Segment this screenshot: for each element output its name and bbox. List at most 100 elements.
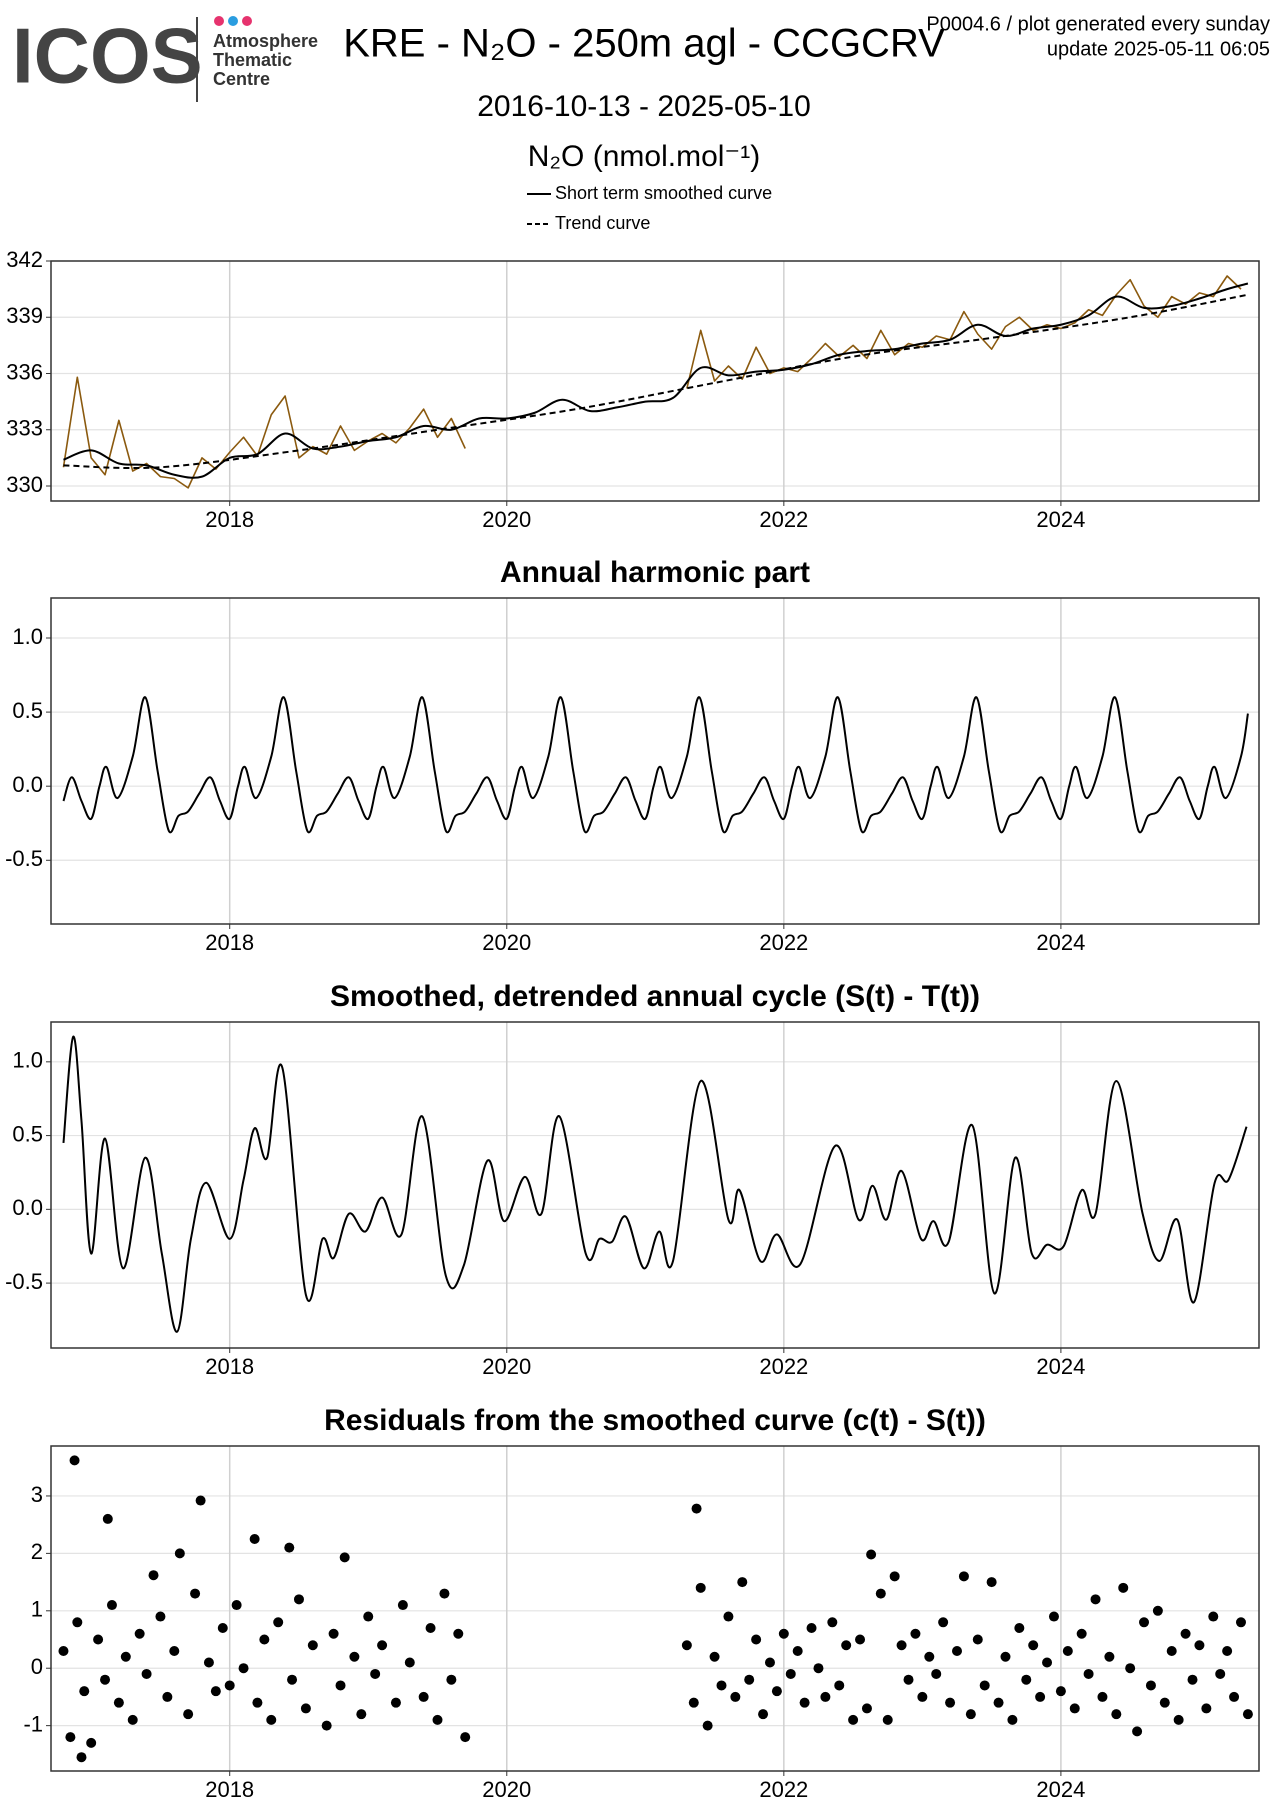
- x-tick-label: 2020: [482, 930, 531, 955]
- data-point: [58, 1645, 69, 1656]
- plot-frame: [50, 1021, 1260, 1349]
- data-point: [113, 1697, 124, 1708]
- data-point: [195, 1495, 206, 1506]
- plot-background: [51, 1022, 1259, 1348]
- x-tick-label: 2018: [205, 1777, 254, 1800]
- data-point: [1166, 1645, 1177, 1656]
- data-point: [169, 1645, 180, 1656]
- data-point: [1111, 1709, 1122, 1720]
- data-point: [827, 1617, 838, 1628]
- data-point: [460, 1732, 471, 1743]
- chart-title: Smoothed, detrended annual cycle (S(t) -…: [330, 980, 980, 1013]
- data-point: [1215, 1668, 1226, 1679]
- data-point: [1083, 1668, 1094, 1679]
- data-point: [203, 1657, 214, 1668]
- data-point: [778, 1628, 789, 1639]
- data-point: [390, 1697, 401, 1708]
- data-point: [120, 1651, 131, 1662]
- data-point: [79, 1686, 90, 1697]
- data-point: [1035, 1691, 1046, 1702]
- data-point: [938, 1617, 949, 1628]
- x-tick-label: 2022: [759, 1354, 808, 1379]
- data-point: [771, 1686, 782, 1697]
- plot-background: [51, 598, 1259, 924]
- data-point: [252, 1697, 263, 1708]
- data-point: [1118, 1582, 1129, 1593]
- data-point: [141, 1668, 152, 1679]
- data-point: [273, 1617, 284, 1628]
- data-point: [127, 1714, 138, 1725]
- data-point: [709, 1651, 720, 1662]
- data-point: [834, 1680, 845, 1691]
- data-point: [785, 1668, 796, 1679]
- data-point: [134, 1628, 145, 1639]
- data-point: [681, 1640, 692, 1651]
- x-tick-label: 2020: [482, 507, 531, 532]
- data-point: [848, 1714, 859, 1725]
- data-point: [979, 1680, 990, 1691]
- y-tick-label: -0.5: [5, 1269, 43, 1294]
- logo-dot: [242, 16, 252, 26]
- data-point: [1132, 1726, 1143, 1737]
- x-tick-label: 2020: [482, 1354, 531, 1379]
- data-point: [259, 1634, 270, 1645]
- data-point: [688, 1697, 699, 1708]
- data-point: [875, 1588, 886, 1599]
- data-point: [321, 1720, 332, 1731]
- data-point: [695, 1582, 706, 1593]
- data-point: [1222, 1645, 1233, 1656]
- data-point: [356, 1709, 367, 1720]
- data-point: [1062, 1645, 1073, 1656]
- data-point: [148, 1570, 159, 1581]
- data-point: [100, 1674, 111, 1685]
- data-point: [183, 1709, 194, 1720]
- legend-label: Trend curve: [555, 213, 650, 233]
- data-point: [716, 1680, 727, 1691]
- data-point: [370, 1668, 381, 1679]
- data-point: [284, 1542, 295, 1553]
- data-point: [72, 1617, 83, 1628]
- y-tick-label: 0.0: [12, 772, 43, 797]
- x-tick-label: 2018: [205, 507, 254, 532]
- data-point: [1000, 1651, 1011, 1662]
- data-point: [965, 1709, 976, 1720]
- x-tick-label: 2020: [482, 1777, 531, 1800]
- plot-frame: [50, 1445, 1260, 1772]
- data-point: [1090, 1594, 1101, 1605]
- data-point: [792, 1645, 803, 1656]
- data-point: [1159, 1697, 1170, 1708]
- data-point: [917, 1691, 928, 1702]
- y-tick-label: 3: [31, 1482, 43, 1507]
- data-point: [238, 1663, 249, 1674]
- x-tick-label: 2024: [1036, 1354, 1085, 1379]
- data-point: [1152, 1605, 1163, 1616]
- y-tick-label: 0.5: [12, 1121, 43, 1146]
- note: P0004.6 / plot generated every sunday: [926, 13, 1270, 35]
- data-line: [63, 293, 1249, 470]
- data-point: [231, 1600, 242, 1611]
- org-line: Atmosphere: [213, 31, 318, 51]
- data-point: [972, 1634, 983, 1645]
- data-point: [249, 1534, 260, 1545]
- x-tick-label: 2022: [759, 507, 808, 532]
- data-point: [1145, 1680, 1156, 1691]
- data-point: [924, 1651, 935, 1662]
- data-point: [1235, 1617, 1246, 1628]
- data-point: [300, 1703, 311, 1714]
- data-point: [723, 1611, 734, 1622]
- data-point: [339, 1552, 350, 1563]
- data-point: [1021, 1674, 1032, 1685]
- x-tick-label: 2018: [205, 1354, 254, 1379]
- plot-background: [51, 1446, 1259, 1771]
- data-point: [453, 1628, 464, 1639]
- note: update 2025-05-11 06:05: [1047, 38, 1270, 60]
- data-point: [266, 1714, 277, 1725]
- data-point: [1007, 1714, 1018, 1725]
- data-point: [1042, 1657, 1053, 1668]
- y-axis-label: N₂O (nmol.mol⁻¹): [528, 140, 761, 173]
- data-point: [841, 1640, 852, 1651]
- data-point: [217, 1623, 228, 1634]
- y-tick-label: 342: [6, 247, 43, 272]
- data-point: [210, 1686, 221, 1697]
- data-point: [866, 1549, 877, 1560]
